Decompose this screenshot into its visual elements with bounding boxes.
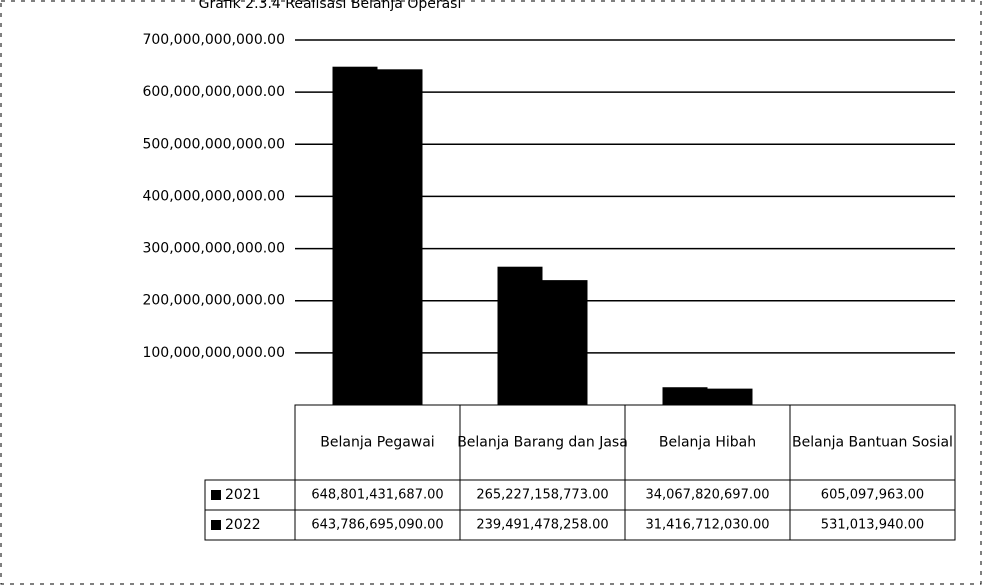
x-tick-label: Belanja Bantuan Sosial <box>792 435 953 451</box>
table-value: 239,491,478,258.00 <box>476 518 608 533</box>
chart-title: Grafik 2.3.4 Realisasi Belanja Operasi <box>199 0 462 12</box>
bar <box>662 387 708 405</box>
bar <box>377 69 423 406</box>
bar <box>497 266 543 405</box>
table-value: 605,097,963.00 <box>821 488 924 503</box>
bar <box>707 388 753 405</box>
y-tick-label: 700,000,000,000.00 <box>142 32 285 48</box>
bar <box>542 280 588 405</box>
y-tick-label: 600,000,000,000.00 <box>142 84 285 100</box>
y-tick-label: 400,000,000,000.00 <box>142 188 285 204</box>
x-tick-label: Belanja Hibah <box>659 435 756 451</box>
table-value: 531,013,940.00 <box>821 518 924 533</box>
legend-label: 2021 <box>225 487 261 503</box>
legend-swatch <box>211 520 221 530</box>
y-tick-label: 500,000,000,000.00 <box>142 136 285 152</box>
table-value: 34,067,820,697.00 <box>645 488 769 503</box>
y-tick-label: 300,000,000,000.00 <box>142 241 285 257</box>
y-tick-label: 200,000,000,000.00 <box>142 293 285 309</box>
table-value: 648,801,431,687.00 <box>311 488 443 503</box>
legend-label: 2022 <box>225 517 261 533</box>
bar <box>332 66 378 405</box>
legend-swatch <box>211 490 221 500</box>
table-value: 31,416,712,030.00 <box>645 518 769 533</box>
table-value: 643,786,695,090.00 <box>311 518 443 533</box>
x-tick-label: Belanja Barang dan Jasa <box>457 435 628 451</box>
table-value: 265,227,158,773.00 <box>476 488 608 503</box>
y-tick-label: 100,000,000,000.00 <box>142 345 285 361</box>
x-tick-label: Belanja Pegawai <box>320 435 434 451</box>
table-cell <box>789 509 956 541</box>
